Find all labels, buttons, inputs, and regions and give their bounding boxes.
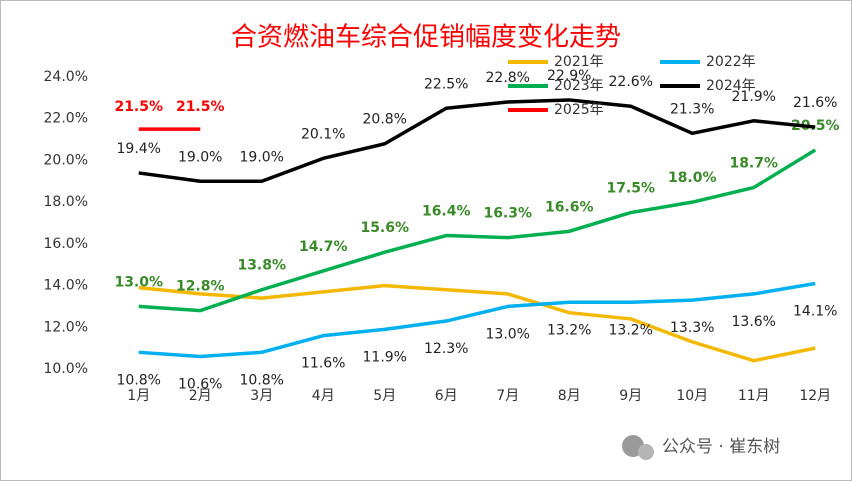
y-tick-label: 16.0%	[44, 236, 88, 252]
data-label: 10.8%	[240, 372, 284, 388]
data-label: 21.3%	[670, 101, 714, 117]
data-label: 16.3%	[483, 206, 532, 222]
data-label: 19.0%	[178, 149, 222, 165]
x-tick-label: 2月	[189, 388, 212, 404]
series-line	[138, 148, 817, 313]
x-tick-label: 10月	[676, 388, 708, 404]
data-label: 19.4%	[117, 141, 161, 157]
data-label: 17.5%	[606, 181, 655, 197]
watermark-icon	[622, 435, 654, 460]
legend-label: 2024年	[706, 78, 756, 94]
data-label: 21.5%	[114, 99, 163, 115]
data-label: 15.6%	[360, 220, 409, 236]
x-tick-label: 7月	[496, 388, 519, 404]
data-label: 21.9%	[732, 89, 776, 105]
data-label: 13.0%	[114, 274, 163, 290]
y-tick-label: 20.0%	[44, 152, 88, 168]
series-line	[138, 283, 816, 363]
data-label: 21.6%	[793, 95, 837, 111]
data-label: 11.9%	[363, 349, 407, 365]
series-line	[138, 98, 816, 184]
x-tick-label: 5月	[373, 388, 396, 404]
data-label: 14.1%	[793, 303, 837, 319]
data-label: 13.8%	[237, 258, 286, 274]
data-label: 16.4%	[422, 204, 471, 220]
legend-label: 2023年	[554, 78, 604, 94]
x-tick-label: 9月	[619, 388, 642, 404]
x-tick-label: 12月	[799, 388, 831, 404]
x-tick-label: 6月	[435, 388, 458, 404]
data-label: 18.7%	[729, 156, 778, 172]
data-label: 13.2%	[547, 322, 591, 338]
data-label: 12.8%	[176, 279, 225, 295]
series-line	[138, 281, 816, 359]
y-tick-label: 22.0%	[44, 111, 88, 127]
data-label: 22.5%	[424, 76, 468, 92]
data-label: 20.8%	[363, 112, 407, 128]
data-label: 13.2%	[609, 322, 653, 338]
y-tick-label: 12.0%	[44, 319, 88, 335]
data-label: 21.5%	[176, 99, 225, 115]
data-label: 14.7%	[299, 239, 348, 255]
legend-label: 2022年	[706, 54, 756, 70]
data-label: 13.0%	[486, 326, 530, 342]
y-tick-label: 24.0%	[44, 69, 88, 85]
x-tick-label: 8月	[558, 388, 581, 404]
data-label: 18.0%	[668, 170, 717, 186]
data-label: 20.1%	[301, 126, 345, 142]
x-tick-label: 4月	[312, 388, 335, 404]
x-tick-label: 3月	[250, 388, 273, 404]
watermark: 公众号 · 崔东树	[662, 437, 780, 457]
x-tick-label: 1月	[127, 388, 150, 404]
data-label: 22.6%	[609, 74, 653, 90]
y-tick-label: 18.0%	[44, 194, 88, 210]
data-label: 10.6%	[178, 376, 222, 392]
data-label: 10.8%	[117, 372, 161, 388]
data-label: 13.6%	[732, 314, 776, 330]
data-label: 19.0%	[240, 149, 284, 165]
data-label: 22.9%	[547, 68, 591, 84]
data-label: 16.6%	[545, 199, 594, 215]
y-tick-label: 10.0%	[44, 361, 88, 377]
legend-label: 2021年	[554, 54, 604, 70]
legend-label: 2025年	[554, 102, 604, 118]
chart-title: 合资燃油车综合促销幅度变化走势	[231, 23, 621, 53]
data-label: 22.8%	[486, 70, 530, 86]
x-tick-label: 11月	[738, 388, 770, 404]
data-label: 12.3%	[424, 341, 468, 357]
y-tick-label: 14.0%	[44, 278, 88, 294]
data-label: 13.3%	[670, 320, 714, 336]
data-label: 11.6%	[301, 356, 345, 372]
